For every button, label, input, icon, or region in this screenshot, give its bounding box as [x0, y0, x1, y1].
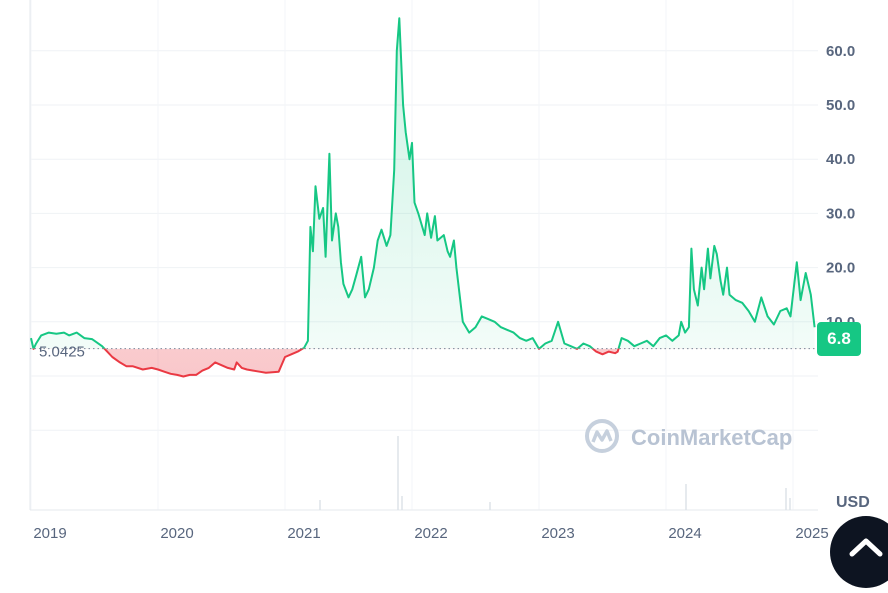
x-tick-label: 2023 [541, 525, 574, 542]
area-below-baseline [31, 348, 815, 377]
x-axis-ticks: 2019 2020 2021 2022 2023 2024 2025 [33, 525, 828, 542]
x-tick-label: 2022 [414, 525, 447, 542]
current-price-badge: 6.8 [817, 322, 861, 356]
y-tick-label: 60.0 [826, 43, 855, 60]
x-tick-label: 2024 [668, 525, 701, 542]
area-above-baseline [31, 18, 815, 349]
y-tick-label: 50.0 [826, 97, 855, 114]
currency-unit-label: USD [836, 494, 870, 511]
volume-bars [319, 436, 791, 510]
watermark-text: CoinMarketCap [631, 425, 792, 450]
y-tick-label: 40.0 [826, 151, 855, 168]
chevron-up-icon [849, 538, 883, 557]
y-tick-label: 20.0 [826, 260, 855, 277]
baseline-label: 5.0425 [39, 344, 85, 361]
x-tick-label: 2025 [795, 525, 828, 542]
price-lines [30, 17, 816, 378]
y-axis-ticks: 10.020.030.040.050.060.0 [826, 43, 855, 331]
scroll-to-top-button[interactable] [830, 516, 888, 588]
price-line-below [32, 348, 620, 378]
x-tick-label: 2021 [287, 525, 320, 542]
grid-lines [30, 0, 818, 510]
price-areas [31, 18, 815, 377]
x-tick-label: 2020 [160, 525, 193, 542]
coinmarketcap-watermark: CoinMarketCap [585, 419, 792, 453]
price-line-above [30, 17, 816, 349]
price-chart: CoinMarketCap 5.0425 10.020.030.040.050.… [29, 0, 870, 542]
y-tick-label: 30.0 [826, 205, 855, 222]
coinmarketcap-logo-icon [585, 419, 619, 453]
x-tick-label: 2019 [33, 525, 66, 542]
